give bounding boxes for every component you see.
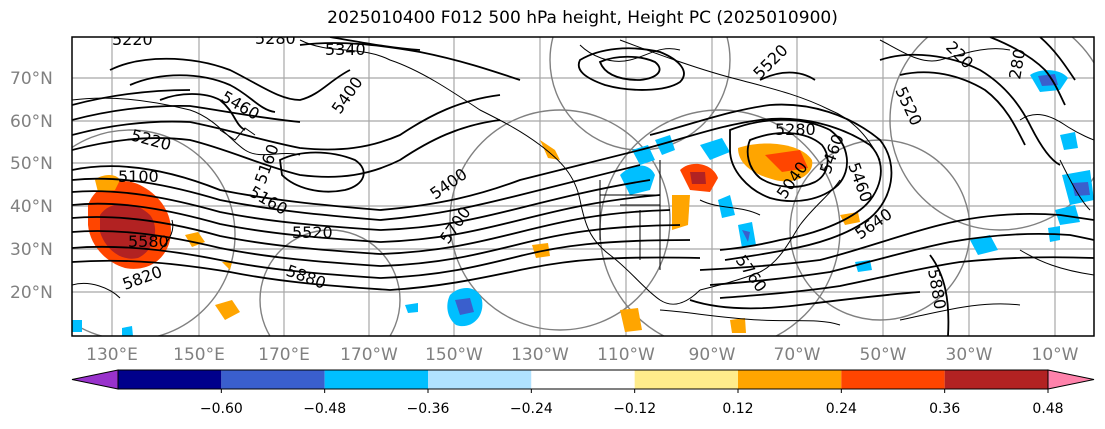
colorbar-tick-label: 0.36 — [929, 401, 960, 417]
map-area — [72, 37, 1094, 336]
colorbar-tick-label: 0.12 — [722, 401, 753, 417]
colorbar-tick-label: −0.12 — [613, 401, 656, 417]
colorbar-segment — [531, 370, 635, 389]
contour-label: 5100 — [118, 167, 159, 186]
colorbar-segment — [324, 370, 428, 389]
latitude-labels: 70°N 60°N 50°N 40°N 30°N 20°N — [10, 69, 53, 303]
colorbar-tick-labels: −0.60 −0.48 −0.36 −0.24 −0.12 0.12 0.24 0.36 0.4… — [200, 389, 1064, 417]
colorbar — [71, 369, 1095, 390]
latitude-label: 40°N — [10, 197, 53, 217]
colorbar-tick-label: −0.24 — [510, 401, 553, 417]
colorbar-segment — [634, 370, 738, 389]
longitude-label: 70°W — [774, 345, 821, 365]
latitude-label: 60°N — [10, 112, 53, 132]
longitude-label: 170°E — [258, 345, 310, 365]
latitude-label: 30°N — [10, 240, 53, 260]
colorbar-segment — [738, 370, 842, 389]
longitude-label: 50°W — [860, 345, 907, 365]
contour-label: 5280 — [255, 29, 296, 48]
map-frame — [71, 36, 1095, 337]
longitude-label: 30°W — [946, 345, 993, 365]
colorbar-tick-label: 0.24 — [826, 401, 857, 417]
map-title: 2025010400 F012 500 hPa height, Height P… — [327, 8, 838, 28]
latitude-label: 20°N — [10, 283, 53, 303]
latitude-label: 70°N — [10, 69, 53, 89]
contour-label: 5580 — [128, 232, 169, 251]
colorbar-segment — [428, 370, 532, 389]
latitude-label: 50°N — [10, 154, 53, 174]
contour-label: 5280 — [775, 120, 816, 139]
colorbar-extend-low — [71, 369, 119, 390]
height-contours — [72, 37, 1094, 336]
colorbar-segment — [221, 370, 325, 389]
longitude-label: 110°W — [597, 345, 655, 365]
contour-label: 5220 — [112, 30, 153, 49]
colorbar-segment — [841, 370, 945, 389]
longitude-label: 10°W — [1032, 345, 1079, 365]
longitude-label: 170°W — [340, 345, 398, 365]
contour-label: 5340 — [325, 40, 366, 59]
longitude-label: 130°W — [511, 345, 569, 365]
colorbar-segment — [944, 370, 1048, 389]
colorbar-tick-label: −0.48 — [303, 401, 346, 417]
colorbar-segment — [118, 370, 222, 389]
longitude-label: 150°E — [173, 345, 225, 365]
colorbar-tick-label: 0.48 — [1032, 401, 1063, 417]
contour-label: 5520 — [292, 223, 333, 242]
longitude-label: 90°W — [689, 345, 736, 365]
longitude-label: 150°W — [425, 345, 483, 365]
great-circle-rings — [72, 37, 1094, 336]
longitude-label: 130°E — [86, 345, 138, 365]
colorbar-tick-label: −0.60 — [200, 401, 243, 417]
colorbar-extend-high — [1047, 369, 1095, 390]
longitude-labels: 130°E 150°E 170°E 170°W 150°W 130°W 110°W 90°W 7… — [86, 345, 1079, 365]
colorbar-tick-label: −0.36 — [407, 401, 450, 417]
coastlines — [72, 39, 1094, 326]
